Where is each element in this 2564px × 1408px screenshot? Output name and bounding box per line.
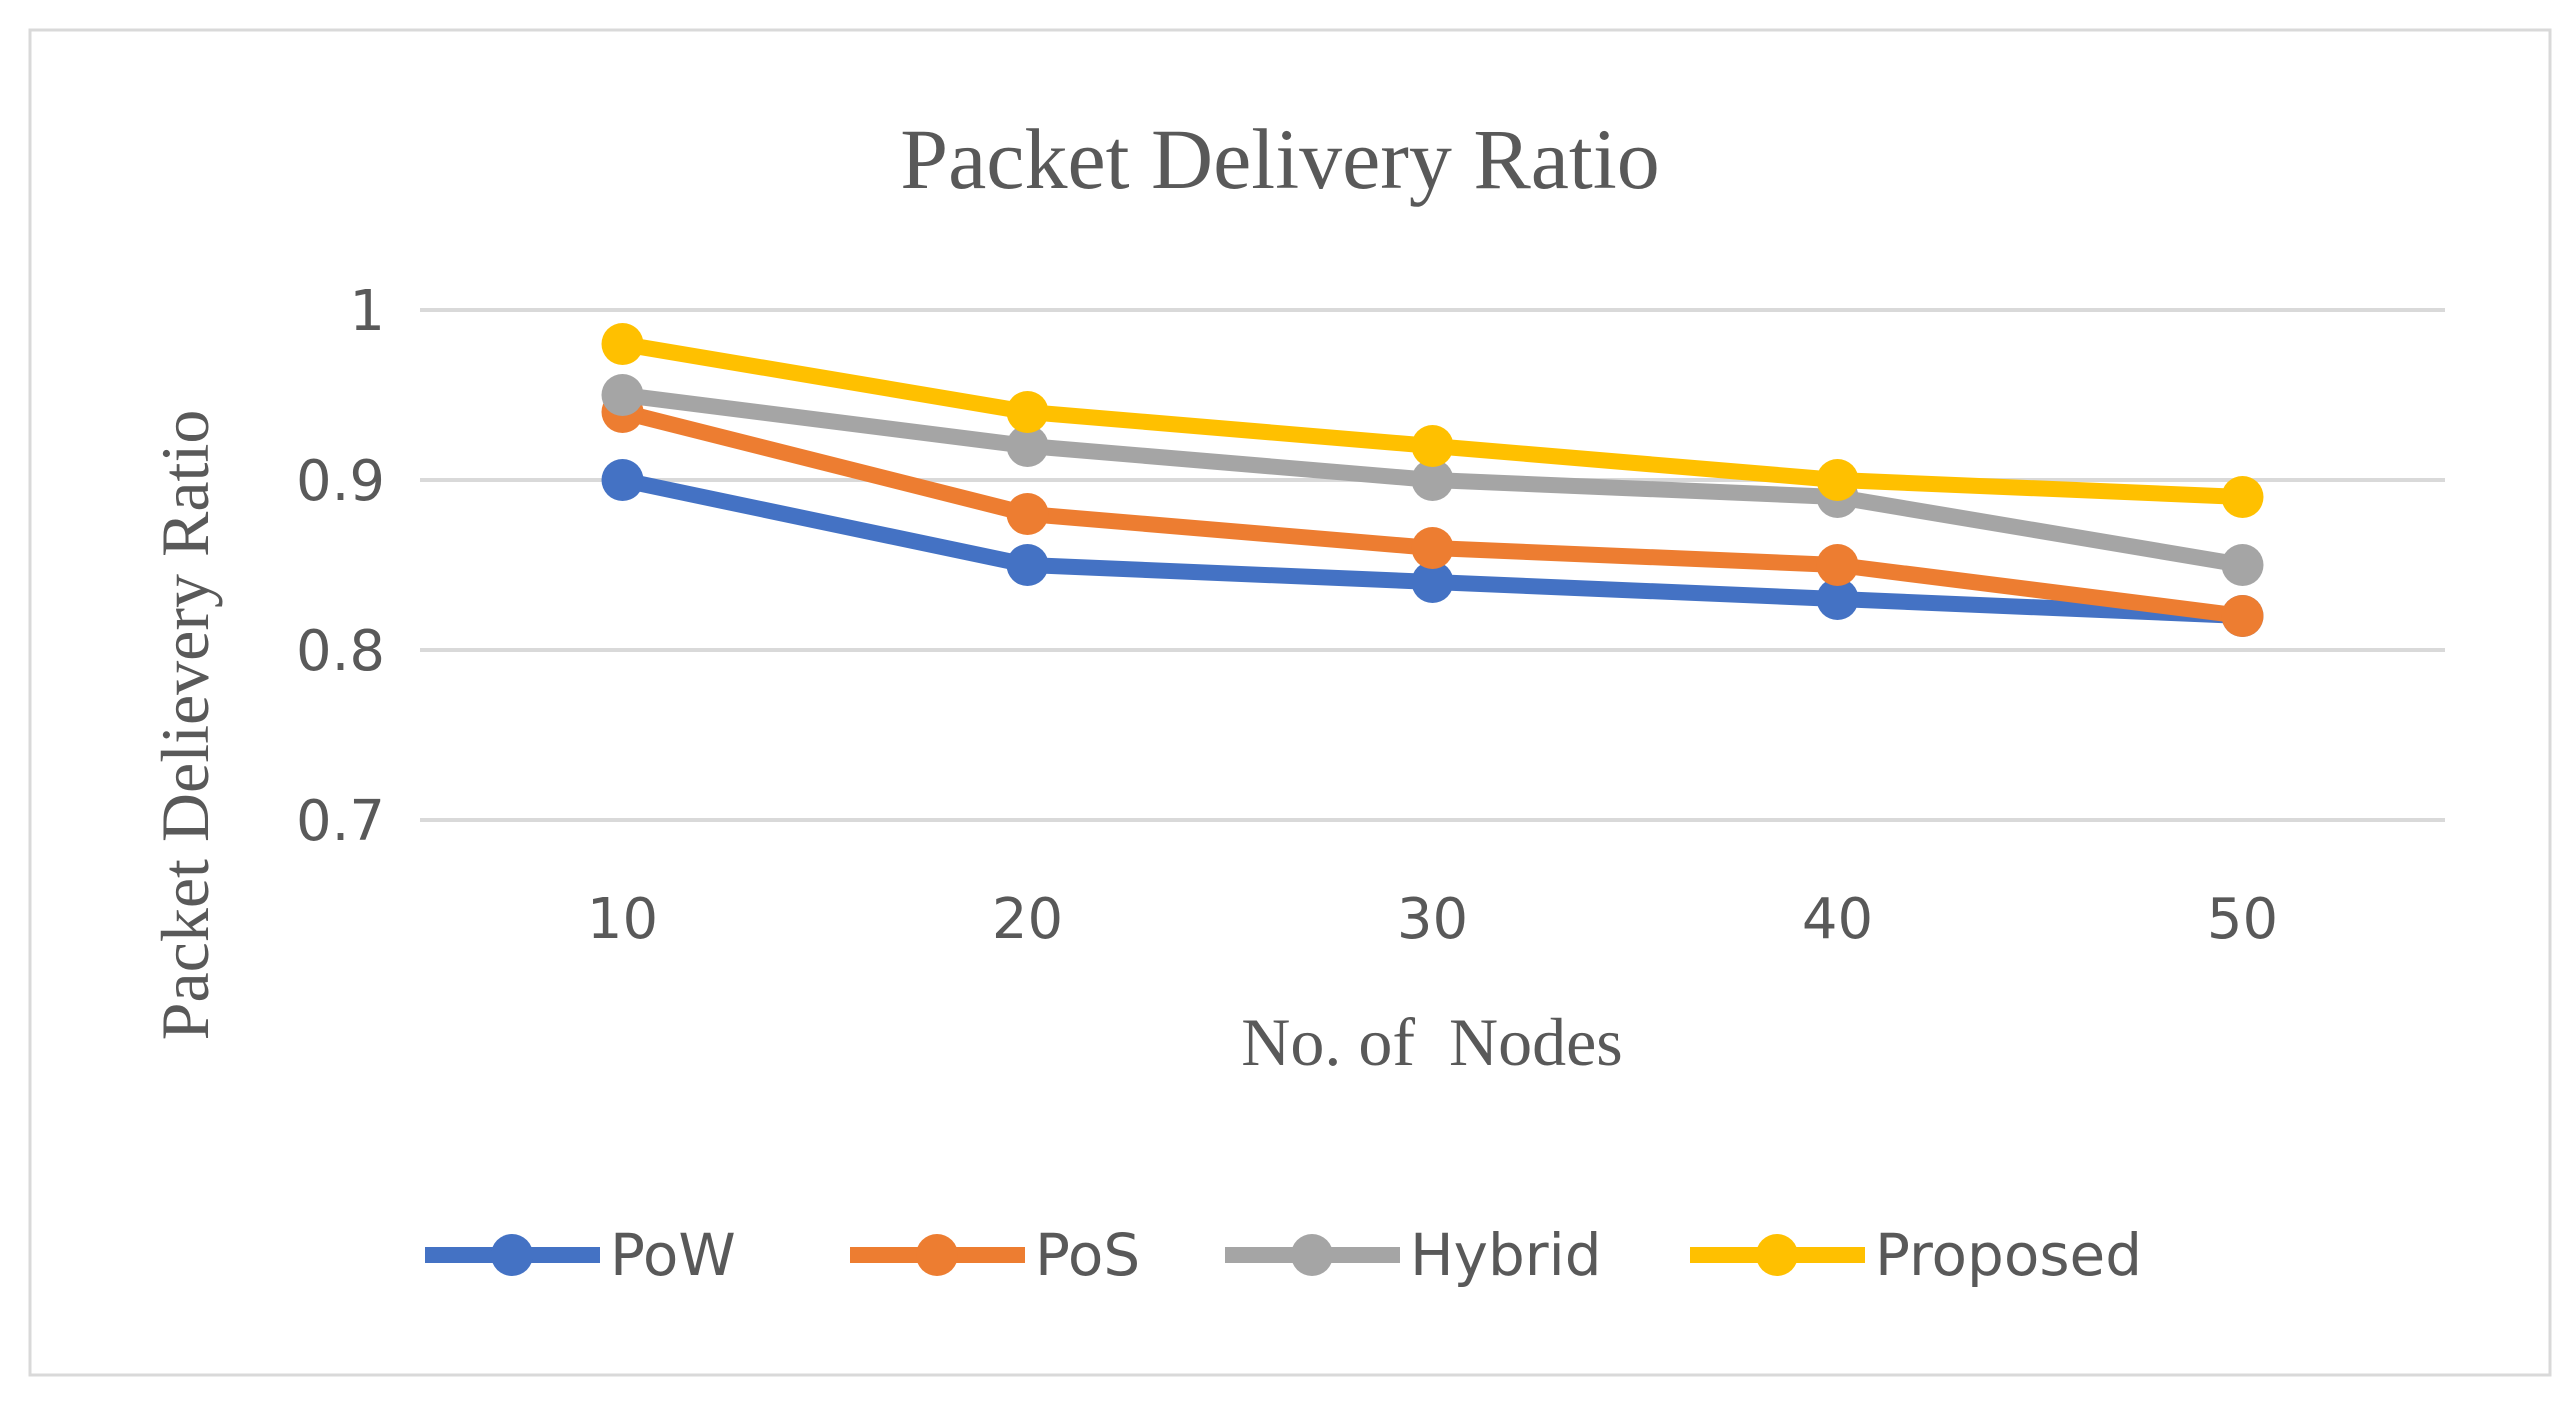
data-point-pow — [1411, 561, 1454, 603]
legend-item-pow: PoW — [425, 1221, 736, 1289]
x-tick-label: 40 — [1802, 887, 1873, 952]
legend-swatch-marker — [1291, 1234, 1333, 1276]
legend-label: Hybrid — [1410, 1221, 1602, 1289]
y-tick-label: 1 — [349, 279, 385, 344]
data-point-proposed — [2221, 476, 2264, 518]
data-point-pos — [1816, 544, 1859, 586]
legend: PoW PoS Hybrid Proposed — [425, 1221, 2142, 1289]
data-point-hybrid — [1411, 459, 1454, 501]
data-point-hybrid — [1006, 425, 1049, 467]
y-tick-label: 0.8 — [296, 619, 385, 684]
chart-border — [28, 28, 2552, 1377]
data-point-hybrid — [2221, 544, 2264, 586]
legend-item-proposed: Proposed — [1690, 1221, 2142, 1289]
x-tick-labels: 10 20 30 40 50 — [587, 887, 2278, 952]
data-point-pow — [601, 459, 644, 501]
data-point-pos — [1411, 527, 1454, 569]
x-axis-title: No. of Nodes — [1241, 1004, 1623, 1080]
y-axis-title: Packet Delievery Ratio — [147, 410, 223, 1041]
data-point-hybrid — [601, 374, 644, 416]
data-point-pos — [2221, 595, 2264, 637]
data-point-proposed — [1411, 425, 1454, 467]
y-tick-labels: 0.7 0.8 0.9 1 — [296, 279, 385, 854]
legend-item-pos: PoS — [850, 1221, 1140, 1289]
legend-swatch-marker — [491, 1234, 533, 1276]
series-lines — [601, 323, 2264, 637]
x-tick-label: 50 — [2207, 887, 2278, 952]
series-pos — [601, 391, 2264, 637]
data-point-proposed — [1816, 459, 1859, 501]
y-tick-label: 0.9 — [296, 449, 385, 514]
x-tick-label: 30 — [1397, 887, 1468, 952]
legend-label: PoW — [610, 1221, 736, 1289]
data-point-pos — [1006, 493, 1049, 535]
data-point-pow — [1006, 544, 1049, 586]
y-tick-label: 0.7 — [296, 789, 385, 854]
data-point-proposed — [1006, 391, 1049, 433]
x-tick-label: 20 — [992, 887, 1063, 952]
series-proposed — [601, 323, 2264, 518]
x-tick-label: 10 — [587, 887, 658, 952]
legend-swatch-marker — [916, 1234, 958, 1276]
data-point-pow — [1816, 578, 1859, 620]
legend-label: PoS — [1035, 1221, 1140, 1289]
data-point-proposed — [601, 323, 644, 365]
legend-label: Proposed — [1875, 1221, 2142, 1289]
legend-swatch-marker — [1756, 1234, 1798, 1276]
chart-title: Packet Delivery Ratio — [900, 111, 1659, 207]
legend-item-hybrid: Hybrid — [1225, 1221, 1602, 1289]
